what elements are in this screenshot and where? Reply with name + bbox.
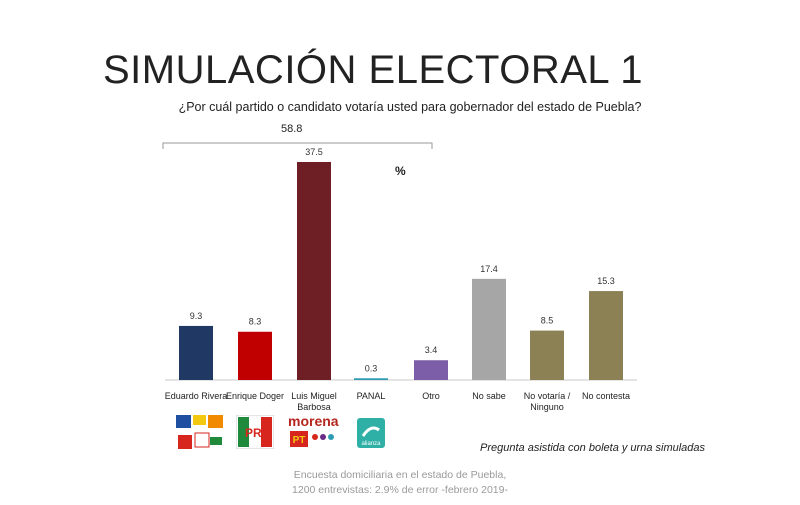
mc-logo-icon [208, 415, 223, 428]
category-label-4: Otro [422, 391, 440, 401]
chart-note: Pregunta asistida con boleta y urna simu… [480, 442, 706, 454]
bar-0 [179, 325, 213, 380]
data-label-1: 8.3 [249, 317, 262, 327]
category-label-5: No sabe [472, 391, 506, 401]
bar-5 [472, 278, 506, 380]
data-label-6: 8.5 [541, 316, 554, 326]
bar-7 [589, 291, 623, 380]
data-label-7: 15.3 [597, 276, 615, 286]
pri-logo-text: PRI [245, 426, 265, 440]
category-label-6-line-1: Ninguno [530, 402, 564, 412]
category-label-0: Eduardo Rivera [165, 391, 228, 401]
category-label-6: No votaría / [524, 391, 571, 401]
panal-logo-text: alianza [361, 441, 381, 447]
unit-label: % [395, 164, 406, 178]
pt-logo-text: PT [293, 435, 306, 446]
category-label-1: Enrique Doger [226, 391, 284, 401]
chart-subtitle: ¿Por cuál partido o candidato votaría us… [178, 100, 642, 114]
psi-logo-icon [178, 435, 192, 449]
footer-line-2: 1200 entrevistas: 2.9% de error -febrero… [292, 484, 508, 496]
pri-logo: PRI [235, 414, 275, 450]
page-title: SIMULACIÓN ELECTORAL 1 [103, 48, 644, 92]
footer-line-1: Encuesta domiciliaria en el estado de Pu… [293, 469, 507, 481]
small-party-logo-icon [210, 437, 222, 445]
data-label-3: 0.3 [365, 363, 378, 373]
coalition-pan-logos [175, 413, 225, 453]
data-label-5: 17.4 [480, 264, 498, 274]
group-total-label: 58.8 [281, 123, 303, 135]
category-label-2-line-1: Barbosa [297, 402, 331, 412]
cpp-logo-icon [194, 432, 210, 448]
bar-3 [354, 378, 388, 380]
group-bracket [162, 142, 433, 149]
survey-footer: Encuesta domiciliaria en el estado de Pu… [240, 468, 560, 498]
data-label-4: 3.4 [425, 345, 438, 355]
bar-2 [297, 162, 331, 380]
category-label-7: No contesta [582, 391, 630, 401]
category-label-3: PANAL [357, 391, 386, 401]
bar-1 [238, 331, 272, 380]
bar-6 [530, 330, 564, 380]
category-label-2: Luis Miguel [291, 391, 337, 401]
pan-logo-icon [176, 415, 191, 428]
pt-logo-icon [290, 431, 308, 447]
data-label-2: 37.5 [305, 147, 323, 157]
morena-logo-text: morena [288, 413, 339, 429]
bar-4 [414, 360, 448, 380]
data-label-0: 9.3 [190, 311, 203, 321]
panal-logo: alianza [357, 418, 385, 448]
prd-logo-icon [193, 415, 206, 425]
morena-pt-logo: morena PT [288, 413, 344, 451]
